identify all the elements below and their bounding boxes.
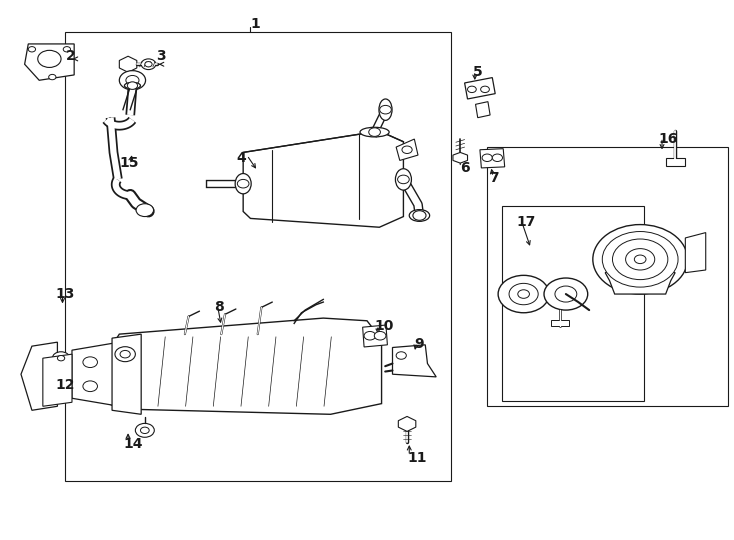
Polygon shape	[480, 148, 505, 168]
Circle shape	[398, 175, 410, 184]
Text: 7: 7	[490, 171, 499, 185]
Text: 2: 2	[66, 49, 76, 63]
Text: 17: 17	[516, 215, 536, 229]
Polygon shape	[83, 318, 382, 414]
Circle shape	[593, 225, 688, 294]
Circle shape	[468, 86, 476, 92]
Circle shape	[57, 355, 65, 361]
Polygon shape	[476, 102, 490, 118]
Text: 3: 3	[156, 49, 165, 63]
Bar	[487, 147, 727, 406]
Circle shape	[136, 204, 153, 217]
Circle shape	[127, 82, 137, 89]
Circle shape	[396, 352, 407, 359]
Circle shape	[625, 248, 655, 270]
Circle shape	[482, 154, 493, 161]
Polygon shape	[666, 158, 686, 166]
Text: 8: 8	[214, 300, 224, 314]
Text: 11: 11	[407, 451, 426, 465]
Circle shape	[37, 50, 61, 68]
Circle shape	[48, 75, 56, 80]
Polygon shape	[453, 152, 468, 163]
Polygon shape	[465, 78, 495, 99]
Bar	[65, 32, 451, 481]
Text: 9: 9	[415, 337, 424, 351]
Polygon shape	[686, 233, 705, 273]
Circle shape	[379, 105, 391, 114]
Circle shape	[141, 59, 156, 70]
Ellipse shape	[396, 168, 412, 190]
Polygon shape	[72, 342, 120, 406]
Circle shape	[29, 46, 35, 52]
Circle shape	[493, 154, 503, 161]
Circle shape	[555, 286, 577, 302]
Circle shape	[120, 71, 145, 90]
Circle shape	[83, 381, 98, 392]
Ellipse shape	[235, 173, 251, 194]
Circle shape	[509, 284, 538, 305]
Circle shape	[481, 86, 490, 92]
Circle shape	[517, 290, 529, 298]
Circle shape	[115, 347, 135, 362]
Polygon shape	[393, 345, 436, 377]
Circle shape	[612, 239, 668, 280]
Circle shape	[544, 278, 588, 310]
Polygon shape	[396, 139, 418, 160]
Circle shape	[413, 211, 426, 220]
Text: 10: 10	[374, 319, 393, 333]
Circle shape	[364, 332, 376, 340]
Circle shape	[368, 128, 380, 137]
Circle shape	[374, 332, 386, 340]
Polygon shape	[243, 131, 404, 227]
Circle shape	[498, 275, 549, 313]
Ellipse shape	[125, 83, 140, 89]
Circle shape	[135, 423, 154, 437]
Polygon shape	[606, 270, 675, 294]
Ellipse shape	[360, 127, 389, 137]
Circle shape	[120, 350, 130, 358]
Polygon shape	[21, 342, 57, 410]
Circle shape	[52, 352, 70, 365]
Circle shape	[63, 46, 70, 52]
Circle shape	[126, 76, 139, 85]
Text: 12: 12	[55, 378, 75, 392]
Text: 5: 5	[473, 65, 482, 79]
Circle shape	[634, 255, 646, 264]
Circle shape	[402, 146, 413, 153]
Polygon shape	[551, 320, 569, 326]
Text: 15: 15	[120, 156, 139, 170]
Text: 6: 6	[460, 161, 470, 176]
Text: 16: 16	[658, 132, 677, 146]
Text: 13: 13	[55, 287, 75, 301]
Circle shape	[237, 179, 249, 188]
Circle shape	[603, 232, 678, 287]
Ellipse shape	[379, 99, 392, 120]
Text: 4: 4	[236, 151, 246, 165]
Bar	[502, 206, 644, 401]
Polygon shape	[399, 416, 415, 431]
Circle shape	[140, 427, 149, 434]
Polygon shape	[43, 354, 72, 406]
Text: 1: 1	[250, 17, 260, 31]
Polygon shape	[112, 334, 141, 414]
Circle shape	[83, 357, 98, 368]
Polygon shape	[25, 44, 74, 80]
Polygon shape	[120, 56, 137, 72]
Circle shape	[145, 62, 152, 67]
Ellipse shape	[410, 210, 429, 221]
Polygon shape	[363, 325, 388, 347]
Text: 14: 14	[123, 437, 142, 451]
